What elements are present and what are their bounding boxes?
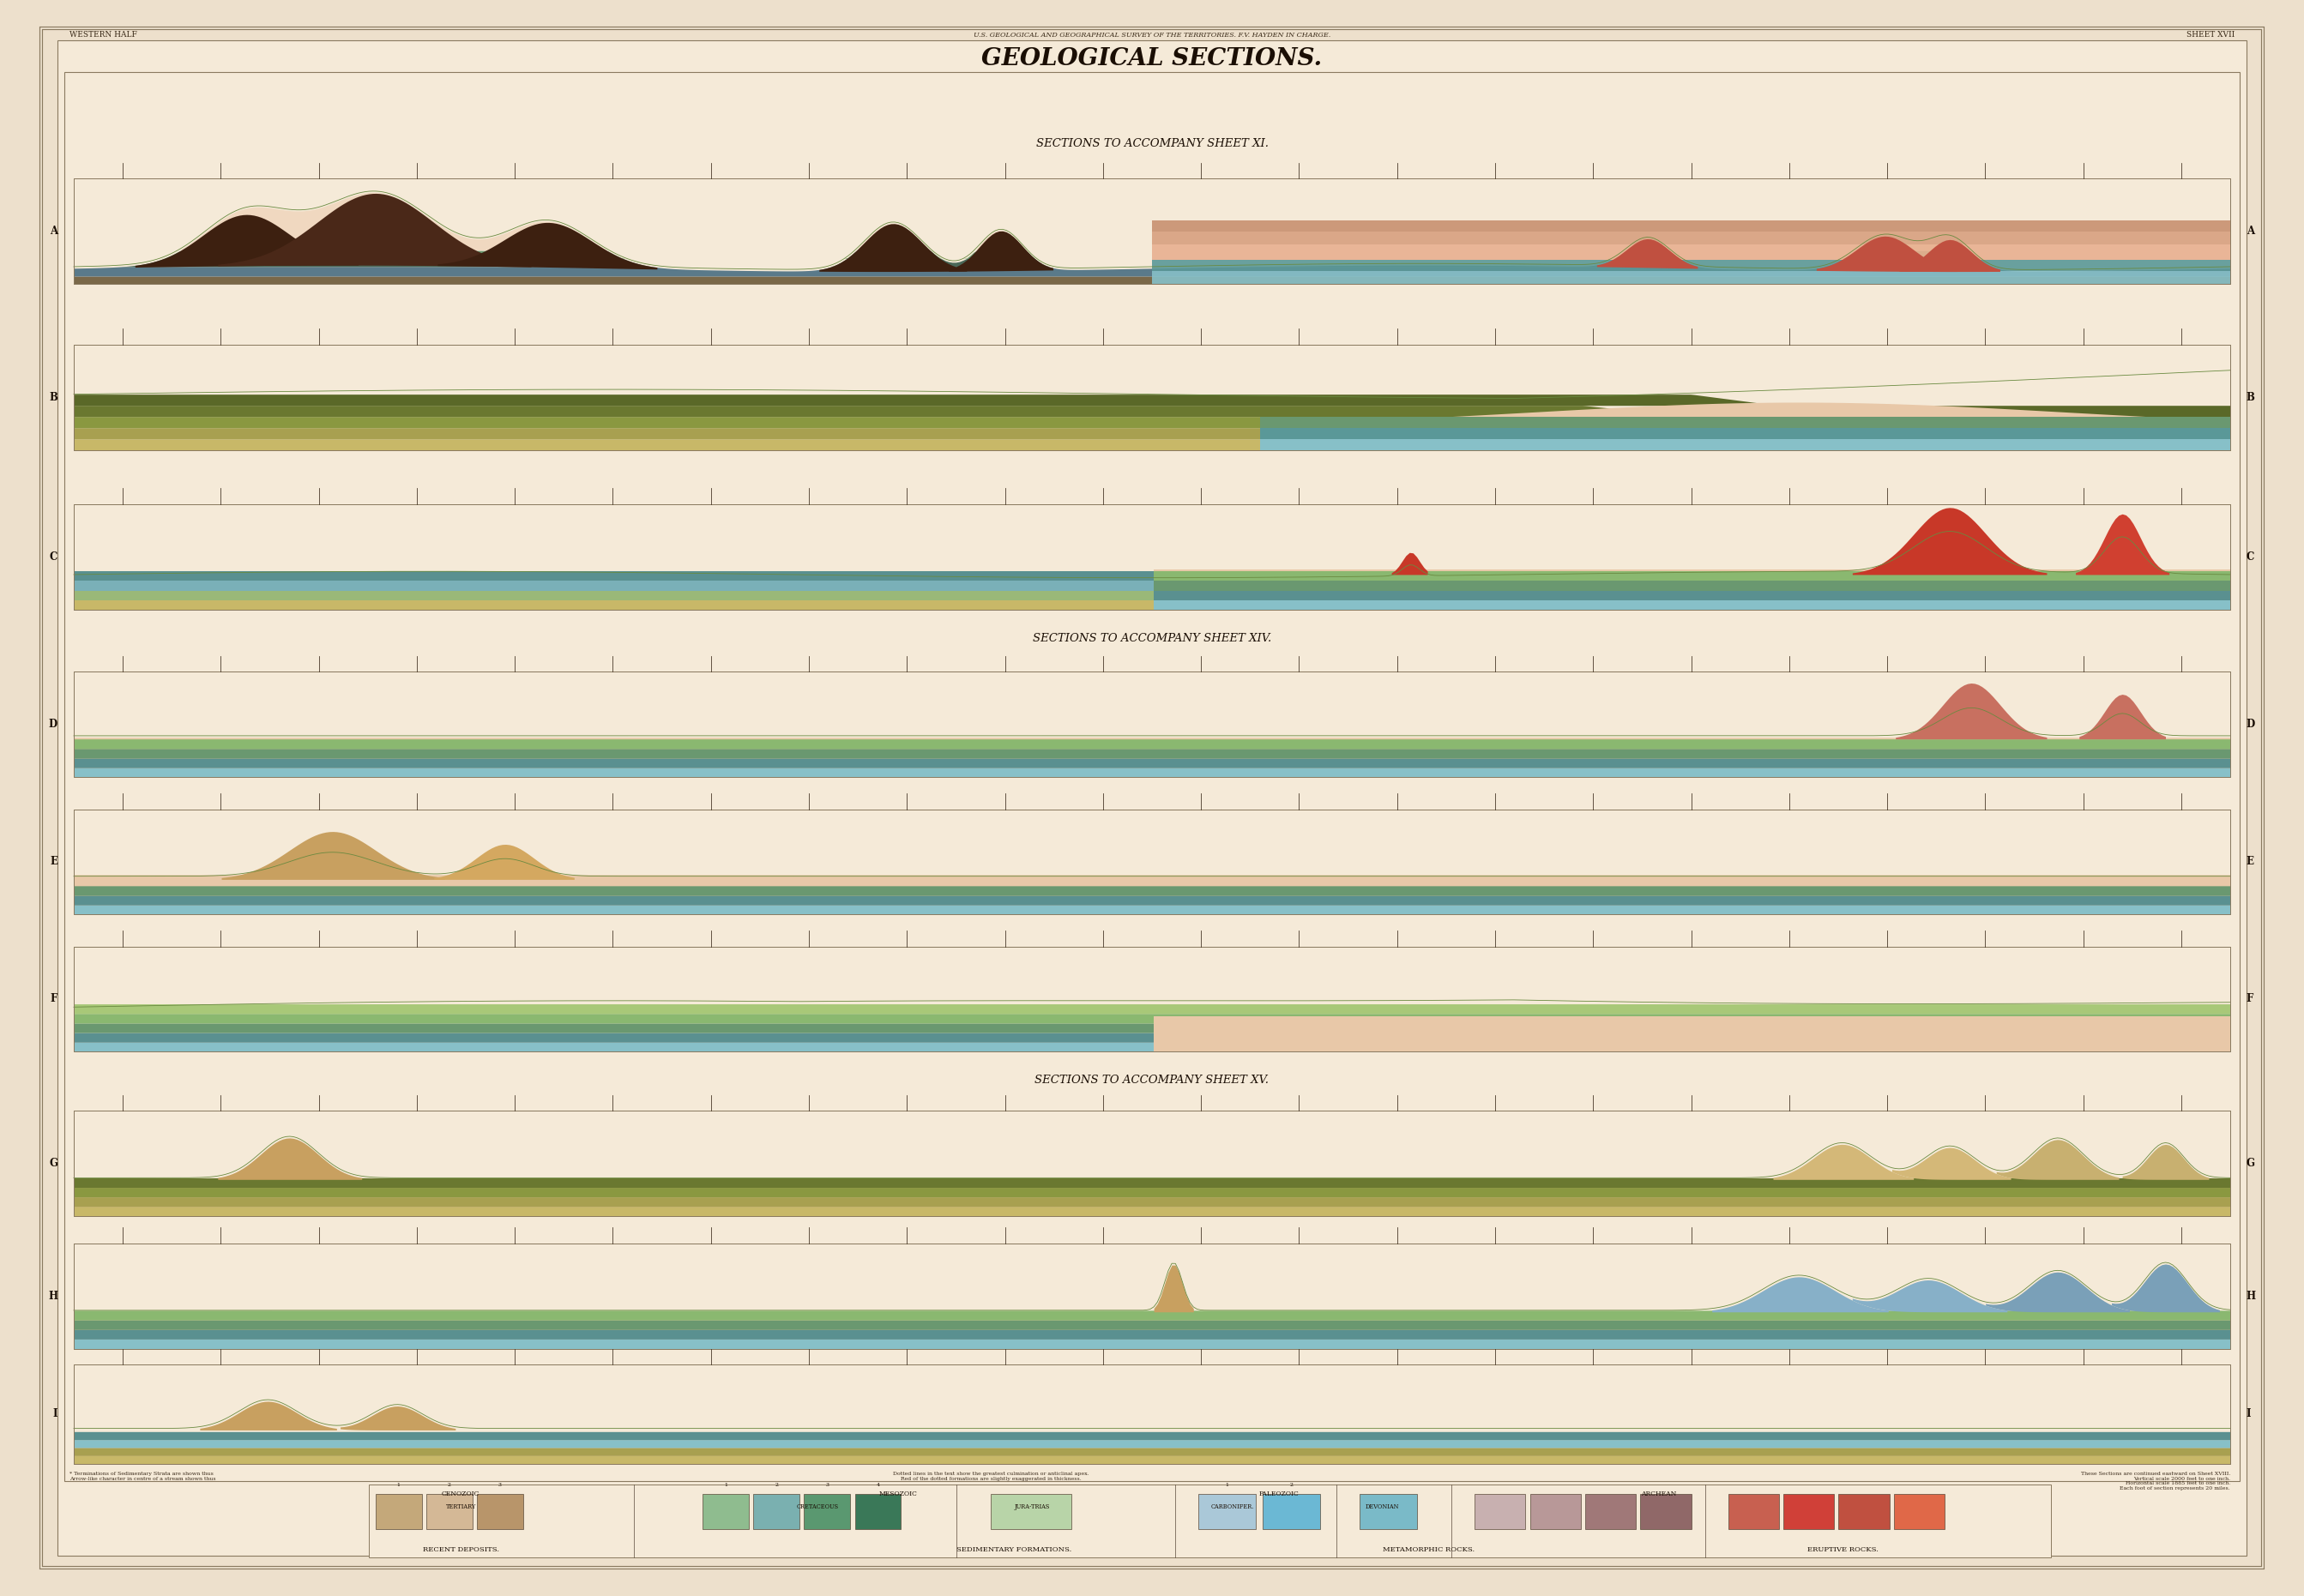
Bar (74, 1111, 2230, 1216)
Text: D: D (2246, 720, 2256, 729)
Text: JURA-TRIAS: JURA-TRIAS (1014, 1503, 1051, 1510)
Text: SHEET XVII: SHEET XVII (2186, 32, 2235, 38)
Bar (74, 1243, 2230, 1349)
Text: WESTERN HALF: WESTERN HALF (69, 32, 136, 38)
Bar (65, 72, 2239, 1481)
Text: G: G (2246, 1159, 2256, 1168)
Text: 1: 1 (1226, 1483, 1228, 1487)
Text: 1: 1 (723, 1483, 728, 1487)
Bar (74, 1111, 2230, 1216)
Bar (74, 946, 2230, 1052)
Bar (1585, 1494, 1636, 1529)
Bar (991, 1494, 1071, 1529)
Bar (426, 1494, 472, 1529)
Text: RECENT DEPOSITS.: RECENT DEPOSITS. (422, 1547, 500, 1553)
Text: C: C (51, 552, 58, 562)
Text: A: A (51, 227, 58, 236)
Bar (1783, 1494, 1834, 1529)
Bar (74, 1243, 2230, 1349)
Text: ARCHEAN: ARCHEAN (1640, 1491, 1677, 1497)
Bar (1198, 1494, 1256, 1529)
Text: CRETACEOUS: CRETACEOUS (797, 1503, 839, 1510)
Bar (376, 1494, 422, 1529)
Text: GEOLOGICAL SECTIONS.: GEOLOGICAL SECTIONS. (982, 48, 1322, 70)
Bar (74, 504, 2230, 610)
Text: F: F (51, 994, 58, 1004)
Text: PALEOZOIC: PALEOZOIC (1258, 1491, 1299, 1497)
Text: SECTIONS TO ACCOMPANY SHEET XI.: SECTIONS TO ACCOMPANY SHEET XI. (1037, 139, 1267, 148)
Bar (1263, 1494, 1320, 1529)
Bar (1475, 1494, 1525, 1529)
Text: D: D (48, 720, 58, 729)
Bar (753, 1494, 799, 1529)
Bar (1839, 1494, 1889, 1529)
Bar (74, 179, 2230, 284)
Bar (1894, 1494, 1945, 1529)
Text: CENOZOIC: CENOZOIC (442, 1491, 479, 1497)
Text: These Sections are continued eastward on Sheet XVIII.
Vertical scale 2000 feet t: These Sections are continued eastward on… (2081, 1472, 2230, 1491)
Text: Dotted lines in the text show the greatest culmination or anticlinal apex.
Red o: Dotted lines in the text show the greate… (892, 1472, 1090, 1481)
Text: 2: 2 (774, 1483, 779, 1487)
Text: ERUPTIVE ROCKS.: ERUPTIVE ROCKS. (1809, 1547, 1878, 1553)
Text: I: I (53, 1409, 58, 1419)
Bar (369, 1484, 2051, 1558)
Text: 3: 3 (825, 1483, 829, 1487)
Bar (804, 1494, 850, 1529)
Bar (1530, 1494, 1581, 1529)
Text: B: B (48, 393, 58, 402)
Text: 3: 3 (498, 1483, 502, 1487)
Text: METAMORPHIC ROCKS.: METAMORPHIC ROCKS. (1382, 1547, 1475, 1553)
Text: MESOZOIC: MESOZOIC (880, 1491, 917, 1497)
Text: 1: 1 (396, 1483, 401, 1487)
Text: DEVONIAN: DEVONIAN (1366, 1503, 1399, 1510)
Text: C: C (2246, 552, 2253, 562)
Bar (477, 1494, 523, 1529)
Bar (74, 1365, 2230, 1464)
Bar (74, 504, 2230, 610)
Bar (74, 179, 2230, 284)
Bar (703, 1494, 749, 1529)
Bar (74, 809, 2230, 915)
Text: SECTIONS TO ACCOMPANY SHEET XV.: SECTIONS TO ACCOMPANY SHEET XV. (1034, 1076, 1270, 1085)
Text: I: I (2246, 1409, 2251, 1419)
Bar (74, 345, 2230, 450)
Text: SEDIMENTARY FORMATIONS.: SEDIMENTARY FORMATIONS. (956, 1547, 1071, 1553)
Text: 4: 4 (876, 1483, 880, 1487)
Bar (1640, 1494, 1691, 1529)
Text: E: E (51, 857, 58, 867)
Text: * Terminations of Sedimentary Strata are shown thus
Arrow-like character in cent: * Terminations of Sedimentary Strata are… (69, 1472, 217, 1481)
Bar (74, 1365, 2230, 1464)
Text: G: G (48, 1159, 58, 1168)
Text: 2: 2 (447, 1483, 452, 1487)
Text: H: H (2246, 1291, 2256, 1301)
Text: CARBONIFER.: CARBONIFER. (1212, 1503, 1253, 1510)
Bar (74, 946, 2230, 1052)
Bar (1728, 1494, 1779, 1529)
Text: SECTIONS TO ACCOMPANY SHEET XIV.: SECTIONS TO ACCOMPANY SHEET XIV. (1032, 634, 1272, 643)
Bar (855, 1494, 901, 1529)
Bar (74, 809, 2230, 915)
Text: H: H (48, 1291, 58, 1301)
Text: E: E (2246, 857, 2253, 867)
Text: U.S. GEOLOGICAL AND GEOGRAPHICAL SURVEY OF THE TERRITORIES. F.V. HAYDEN IN CHARG: U.S. GEOLOGICAL AND GEOGRAPHICAL SURVEY … (975, 32, 1329, 38)
Bar (1359, 1494, 1417, 1529)
Text: TERTIARY: TERTIARY (445, 1503, 477, 1510)
Text: A: A (2246, 227, 2253, 236)
Text: B: B (2246, 393, 2256, 402)
Bar (74, 672, 2230, 777)
Text: F: F (2246, 994, 2253, 1004)
Bar (74, 672, 2230, 777)
Text: 2: 2 (1290, 1483, 1293, 1487)
Bar (74, 345, 2230, 450)
